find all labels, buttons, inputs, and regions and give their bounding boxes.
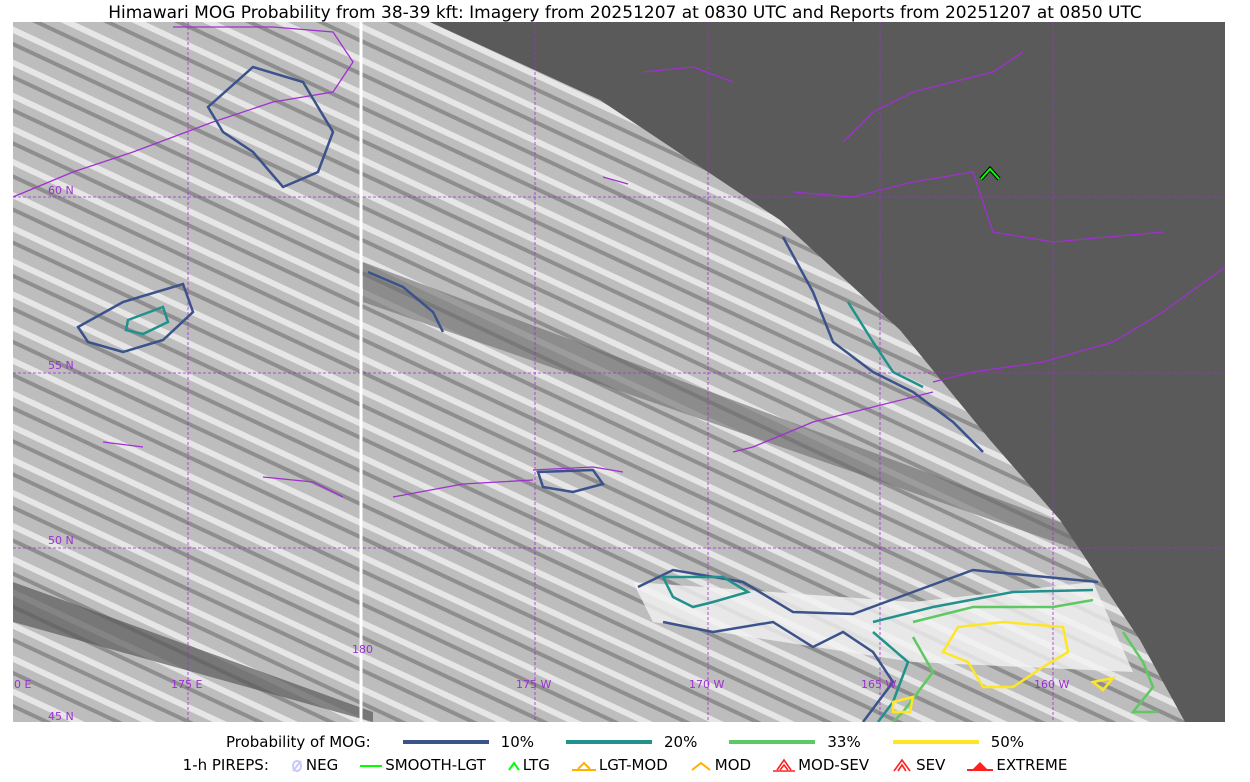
probability-legend: Probability of MOG: 10% 20% 33% 50% — [0, 733, 1250, 751]
no-data-region — [430, 22, 1225, 722]
pirep-label: MOD-SEV — [798, 756, 870, 774]
prob-label: 50% — [990, 733, 1025, 751]
prob-label: 33% — [827, 733, 861, 751]
dark-band — [363, 262, 1113, 562]
prob-label: 10% — [500, 733, 535, 751]
svg-text:60 N: 60 N — [48, 184, 74, 197]
svg-text:55 N: 55 N — [48, 359, 74, 372]
svg-text:45 N: 45 N — [48, 710, 74, 722]
prob-label: 20% — [664, 733, 698, 751]
pirep-label: SMOOTH-LGT — [385, 756, 486, 774]
svg-text:170 E: 170 E — [13, 678, 31, 691]
svg-text:50 N: 50 N — [48, 534, 74, 547]
lat-labels: 60 N 55 N 50 N 45 N — [48, 184, 74, 722]
mog-contours — [76, 65, 1158, 722]
swatch-50 — [892, 740, 979, 744]
swatch-20 — [566, 740, 653, 744]
smooth-lgt-icon — [360, 765, 383, 767]
mod-sev-icon — [773, 758, 796, 772]
pirep-label: EXTREME — [996, 756, 1068, 774]
svg-text:175 E: 175 E — [171, 678, 202, 691]
pirep-label: LTG — [522, 756, 550, 774]
svg-text:165 W: 165 W — [861, 678, 896, 691]
neg-icon — [291, 760, 302, 772]
extreme-icon — [967, 762, 994, 771]
lon-labels: 170 E 175 E 180 175 W 170 W 165 W 160 W — [13, 643, 1069, 691]
ltg-pirep-marker-fill — [980, 167, 1000, 180]
satellite-map[interactable]: 60 N 55 N 50 N 45 N 170 E 175 E 180 175 … — [13, 22, 1225, 722]
coastlines — [13, 26, 1225, 498]
pirep-legend: 1-h PIREPS: NEG SMOOTH-LGT LTG LGT-MOD M… — [0, 756, 1250, 774]
dark-band — [13, 582, 373, 722]
svg-text:175 W: 175 W — [516, 678, 551, 691]
prob-legend-title: Probability of MOG: — [225, 733, 371, 751]
svg-text:180: 180 — [352, 643, 373, 656]
map-title: Himawari MOG Probability from 38-39 kft:… — [108, 3, 1142, 23]
ltg-icon — [507, 761, 520, 771]
svg-text:160 W: 160 W — [1034, 678, 1069, 691]
pirep-label: NEG — [305, 756, 339, 774]
grid-lines — [13, 22, 1225, 722]
pirep-legend-title: 1-h PIREPS: — [182, 756, 269, 774]
swatch-33 — [729, 740, 816, 744]
svg-text:170 W: 170 W — [689, 678, 724, 691]
pirep-label: SEV — [916, 756, 946, 774]
lgt-mod-icon — [571, 761, 596, 771]
sev-icon — [893, 758, 911, 772]
pirep-label: LGT-MOD — [598, 756, 668, 774]
mod-icon — [691, 761, 711, 771]
swatch-10 — [402, 740, 489, 744]
pirep-label: MOD — [714, 756, 752, 774]
bright-cloud — [633, 582, 1133, 672]
